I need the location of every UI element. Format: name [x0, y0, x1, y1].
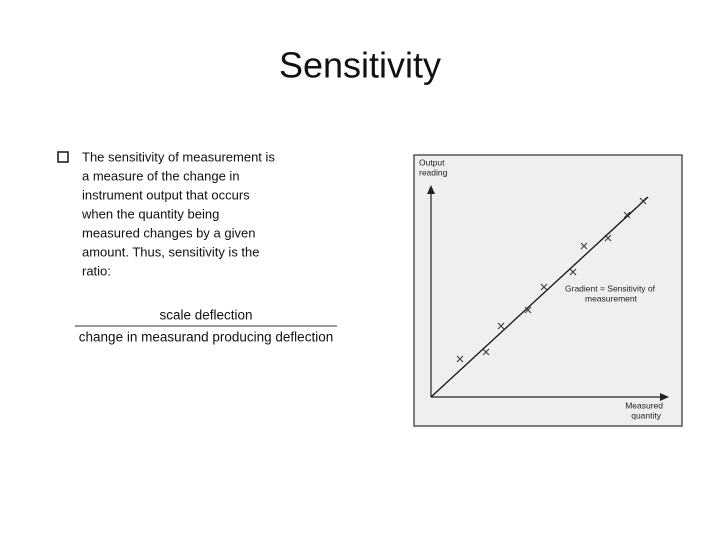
cross	[540, 283, 548, 291]
bullet-marker	[57, 151, 69, 163]
cross	[497, 322, 505, 330]
annotation: measurement	[585, 293, 638, 303]
x-axis-label: quantity	[631, 410, 662, 420]
bullet-line: measured changes by a given	[82, 225, 255, 240]
bullet-line: The sensitivity of measurement is	[82, 149, 275, 164]
annotation: Gradient = Sensitivity of	[565, 283, 656, 293]
figure-frame	[413, 154, 683, 427]
x-axis-arrow	[660, 393, 669, 401]
cross	[456, 355, 464, 363]
y-axis-arrow	[427, 185, 435, 194]
cross	[604, 234, 612, 242]
cross	[524, 306, 532, 314]
x-axis-label: Measured	[625, 400, 663, 410]
bullet-line: a measure of the change in	[82, 168, 240, 183]
bullet-line: amount. Thus, sensitivity is the	[82, 244, 260, 259]
figure: Output reading Measured quantity Gradien…	[413, 154, 683, 427]
bullet-text: The sensitivity of measurement is a measu…	[81, 149, 275, 278]
fraction-numerator: scale deflection	[159, 308, 252, 323]
cross	[482, 348, 490, 356]
fraction-denominator: change in measurand producing deflection	[79, 330, 333, 345]
gradient-line	[430, 196, 649, 398]
y-axis-label: Output	[419, 157, 445, 167]
slide-title: Sensitivity	[279, 45, 441, 86]
bullet-line: when the quantity being	[81, 206, 219, 221]
cross	[623, 211, 631, 219]
cross	[639, 197, 647, 205]
cross	[580, 242, 588, 250]
bullet-line: ratio:	[82, 263, 111, 278]
cross	[569, 268, 577, 276]
y-axis-label: reading	[419, 167, 448, 177]
bullet-line: instrument output that occurs	[82, 187, 250, 202]
data-crosses	[456, 197, 647, 363]
